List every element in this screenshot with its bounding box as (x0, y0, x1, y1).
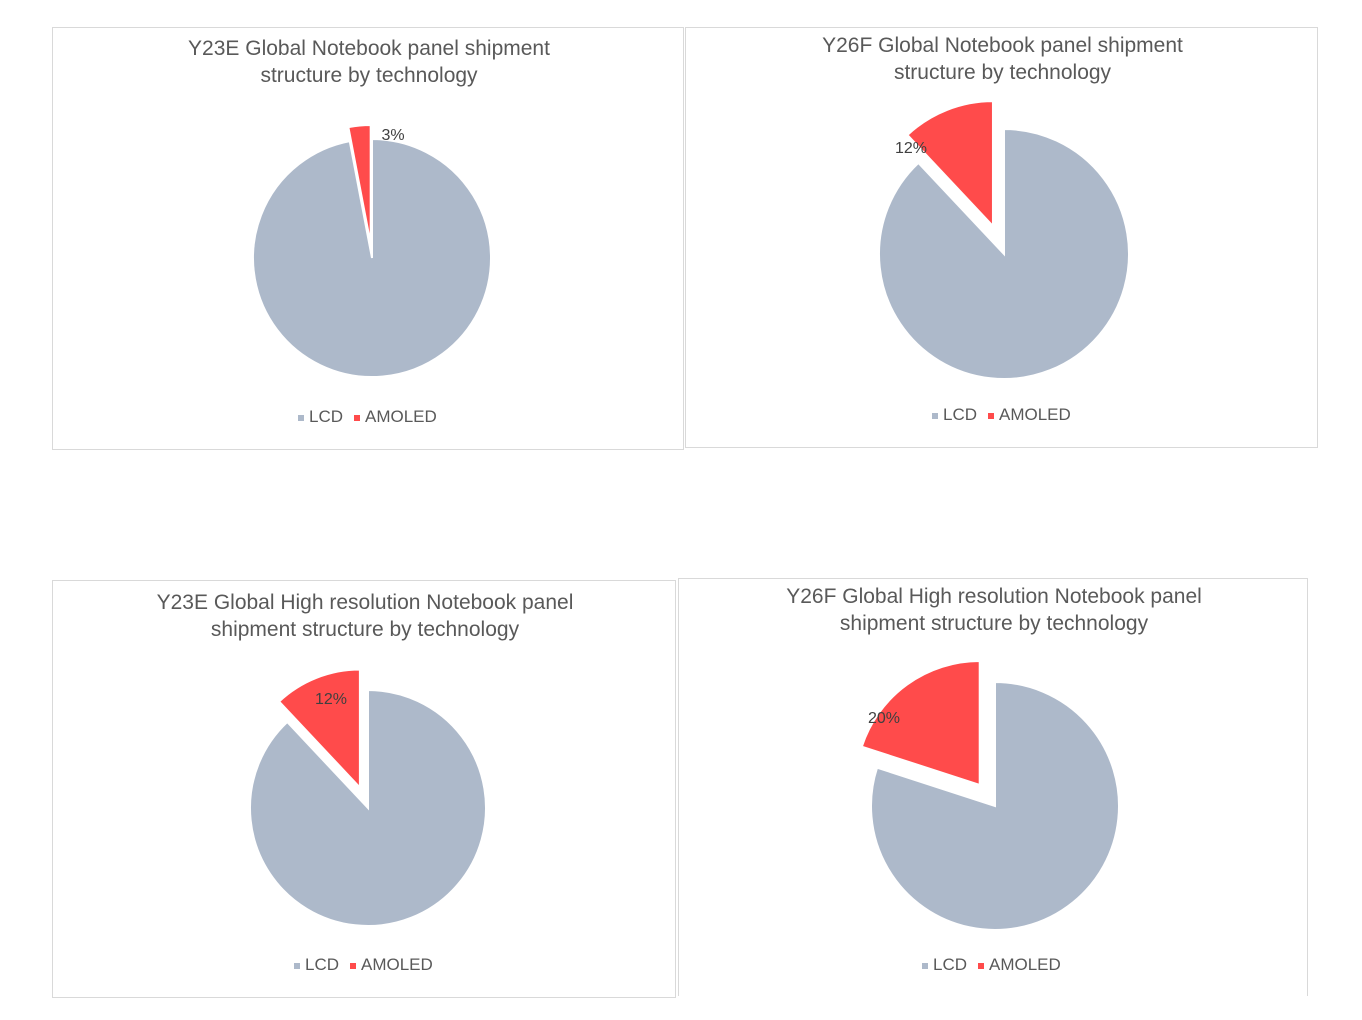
pie-chart-svg: Y23E Global High resolution Notebook pan… (157, 591, 574, 974)
pie-slice-lcd (878, 127, 1130, 380)
pie-chart-svg: Y23E Global Notebook panel shipment struc… (188, 37, 550, 426)
chart-panel-y23e-high-res: Y23E Global High resolution Notebook pan… (52, 580, 676, 998)
pie-slice-amoled (905, 100, 994, 229)
data-label-amoled: 12% (895, 140, 927, 157)
legend-label-amoled: AMOLED (989, 955, 1061, 974)
pie-slice-amoled (347, 124, 372, 245)
legend-swatch-lcd (922, 963, 928, 969)
chart-panel-y23e-notebook: Y23E Global Notebook panel shipment struc… (52, 27, 684, 450)
chart-legend: LCD AMOLED (294, 955, 433, 974)
chart-panel-y26f-high-res: Y26F Global High resolution Notebook pan… (678, 578, 1308, 996)
chart-title: Y23E Global High resolution Notebook pan… (157, 591, 574, 614)
legend-swatch-lcd (932, 413, 938, 419)
legend-label-lcd: LCD (305, 955, 339, 974)
chart-title-line-2: shipment structure by technology (840, 612, 1149, 635)
pie-chart-svg: Y26F Global Notebook panel shipment struc… (822, 34, 1183, 424)
pie-slice-lcd (252, 137, 492, 378)
chart-title-line-2: shipment structure by technology (211, 618, 520, 641)
data-label-amoled: 12% (315, 691, 347, 708)
legend-swatch-amoled (350, 963, 356, 969)
chart-title: Y23E Global Notebook panel shipment (188, 37, 550, 60)
legend-label-lcd: LCD (933, 955, 967, 974)
chart-panel-y26f-notebook: Y26F Global Notebook panel shipment struc… (685, 27, 1318, 448)
legend-label-lcd: LCD (309, 407, 343, 426)
chart-legend: LCD AMOLED (298, 407, 437, 426)
chart-legend: LCD AMOLED (922, 955, 1061, 974)
chart-title-line-2: structure by technology (260, 64, 478, 87)
legend-label-amoled: AMOLED (365, 407, 437, 426)
data-label-amoled: 3% (381, 127, 404, 144)
pie-slice-amoled (860, 659, 981, 787)
legend-swatch-amoled (978, 963, 984, 969)
chart-title: Y26F Global High resolution Notebook pan… (786, 585, 1202, 608)
data-label-amoled: 20% (868, 710, 900, 727)
chart-title: Y26F Global Notebook panel shipment (822, 34, 1183, 57)
pie-slice-lcd (870, 680, 1120, 931)
chart-title-line-2: structure by technology (894, 61, 1112, 84)
legend-swatch-amoled (988, 413, 994, 419)
pie-slice-lcd (249, 688, 487, 927)
chart-legend: LCD AMOLED (932, 405, 1071, 424)
legend-swatch-lcd (294, 963, 300, 969)
pie-chart-svg: Y26F Global High resolution Notebook pan… (786, 585, 1202, 974)
legend-label-amoled: AMOLED (361, 955, 433, 974)
legend-swatch-amoled (354, 415, 360, 421)
legend-label-lcd: LCD (943, 405, 977, 424)
pie-slice-amoled (277, 668, 361, 791)
legend-swatch-lcd (298, 415, 304, 421)
legend-label-amoled: AMOLED (999, 405, 1071, 424)
